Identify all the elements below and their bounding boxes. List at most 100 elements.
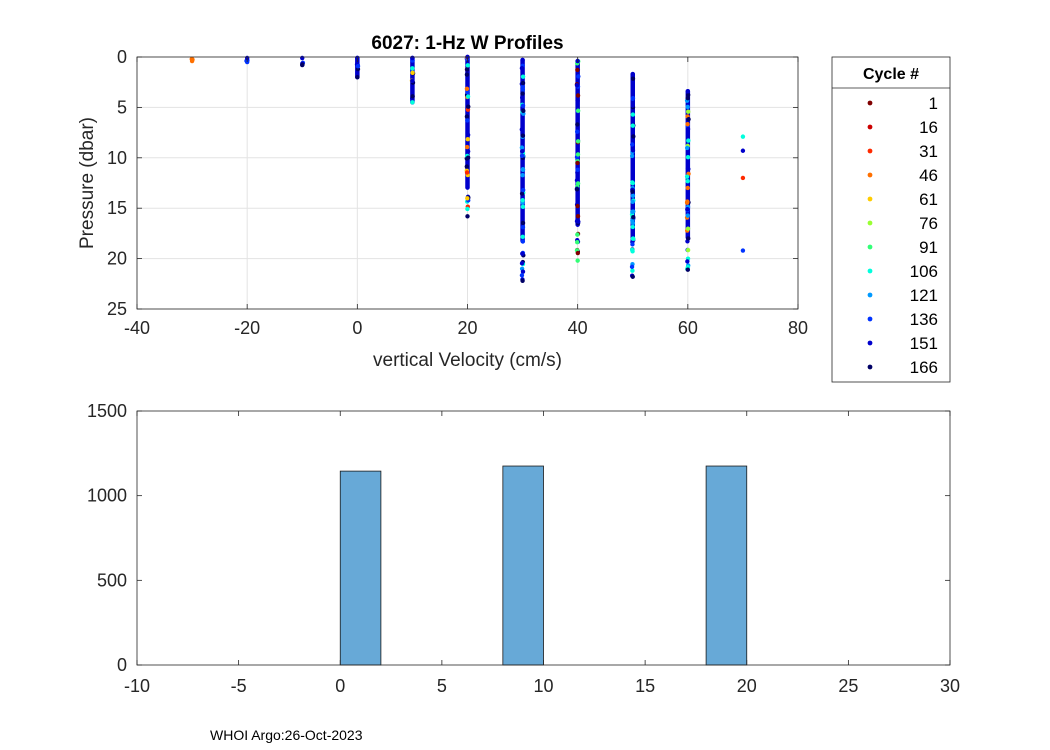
scatter-point	[521, 108, 526, 114]
scatter-point	[300, 62, 305, 68]
scatter-point	[575, 250, 581, 256]
x-axis-label: vertical Velocity (cm/s)	[373, 350, 562, 371]
scatter-point	[630, 123, 636, 128]
scatter-point	[685, 95, 690, 101]
legend-label: 61	[919, 190, 938, 209]
scatter-point	[520, 84, 525, 90]
scatter-point	[575, 67, 580, 73]
x-tick-label: -20	[234, 318, 260, 338]
scatter-point	[520, 187, 526, 193]
scatter-point	[519, 261, 525, 266]
scatter-point	[630, 242, 635, 247]
scatter-point	[685, 121, 690, 127]
scatter-point	[575, 160, 580, 166]
scatter-point	[520, 224, 526, 230]
x-tick-label: 60	[678, 318, 698, 338]
scatter-point	[519, 149, 525, 154]
scatter-point	[630, 274, 635, 279]
scatter-point	[519, 153, 525, 159]
x-tick-label: 25	[838, 676, 858, 696]
y-tick-label: 25	[107, 299, 127, 319]
scatter-point	[630, 71, 635, 77]
scatter-point	[685, 259, 690, 264]
footer-text: WHOI Argo:26-Oct-2023	[210, 727, 363, 743]
scatter-point	[685, 126, 691, 132]
legend-marker	[867, 364, 873, 370]
histogram-bar	[502, 465, 544, 666]
scatter-point	[574, 187, 580, 192]
legend-marker	[867, 100, 873, 106]
scatter-point	[244, 59, 250, 65]
scatter-point	[466, 104, 471, 109]
histogram-bar	[705, 465, 748, 666]
scatter-point	[686, 109, 691, 114]
legend-box	[831, 56, 951, 383]
scatter-point	[465, 149, 471, 154]
legend-label: 166	[910, 358, 938, 377]
scatter-point	[519, 145, 525, 150]
scatter-point	[520, 220, 526, 226]
scatter-point	[686, 117, 691, 122]
legend-title: Cycle #	[863, 66, 919, 83]
legend-marker	[867, 124, 873, 130]
scatter-point	[575, 129, 580, 134]
scatter-point	[520, 198, 525, 203]
y-tick-label: 5	[117, 97, 127, 117]
y-tick-label: 1500	[87, 401, 127, 421]
y-tick-label: 15	[107, 198, 127, 218]
scatter-point	[465, 118, 470, 123]
scatter-point	[575, 139, 581, 144]
scatter-point	[520, 239, 526, 244]
scatter-point	[630, 236, 636, 241]
scatter-point	[410, 55, 415, 61]
scatter-point	[410, 100, 415, 105]
x-tick-label: 0	[352, 318, 362, 338]
histogram-bar	[339, 470, 382, 666]
x-tick-label: -10	[124, 676, 150, 696]
scatter-point	[630, 193, 636, 198]
scatter-point	[520, 95, 525, 100]
legend-label: 121	[910, 286, 938, 305]
x-tick-label: 5	[437, 676, 447, 696]
scatter-chart: -40 -20 0 20 40 60 80 0 5 10 15 20 25 6027: 1-Hz W Pr…	[77, 33, 808, 371]
scatter-point	[575, 240, 580, 245]
y-tick-label: 500	[97, 570, 127, 590]
scatter-point	[630, 220, 636, 226]
scatter-point	[520, 172, 525, 178]
scatter-point	[685, 213, 690, 218]
scatter-point	[630, 103, 635, 108]
x-tick-label: 40	[568, 318, 588, 338]
scatter-point	[629, 153, 635, 159]
scatter-point	[574, 219, 580, 224]
y-tick-label: 0	[117, 655, 127, 675]
histogram-chart: -10 -5 0 5 10 15 20 25 30 0 500 1000 1500	[87, 401, 960, 696]
scatter-point	[410, 66, 415, 71]
y-tick-label: 20	[107, 249, 127, 269]
scatter-point	[685, 104, 690, 110]
scatter-point	[575, 108, 581, 113]
scatter-point	[520, 167, 526, 172]
legend-marker	[867, 148, 873, 154]
x-tick-label: 10	[533, 676, 553, 696]
scatter-point	[575, 122, 580, 127]
scatter-point	[465, 90, 470, 95]
legend-label: 151	[910, 334, 938, 353]
scatter-point	[520, 103, 526, 108]
scatter-point	[575, 167, 580, 172]
scatter-point	[464, 72, 470, 77]
scatter-point	[465, 155, 471, 160]
legend: Cycle # 1 16 31 46 61 76 91 106 121 136 151 166	[831, 56, 951, 383]
scatter-point	[630, 224, 635, 230]
scatter-point	[465, 196, 470, 201]
scatter-point	[629, 142, 635, 147]
legend-label: 46	[919, 166, 938, 185]
scatter-point	[575, 213, 581, 219]
scatter-point	[519, 65, 525, 71]
scatter-point	[631, 134, 636, 139]
legend-label: 31	[919, 142, 938, 161]
scatter-point	[630, 96, 635, 101]
scatter-point	[410, 70, 415, 75]
legend-label: 91	[919, 238, 938, 257]
scatter-point	[576, 74, 581, 79]
y-tick-label: 10	[107, 148, 127, 168]
